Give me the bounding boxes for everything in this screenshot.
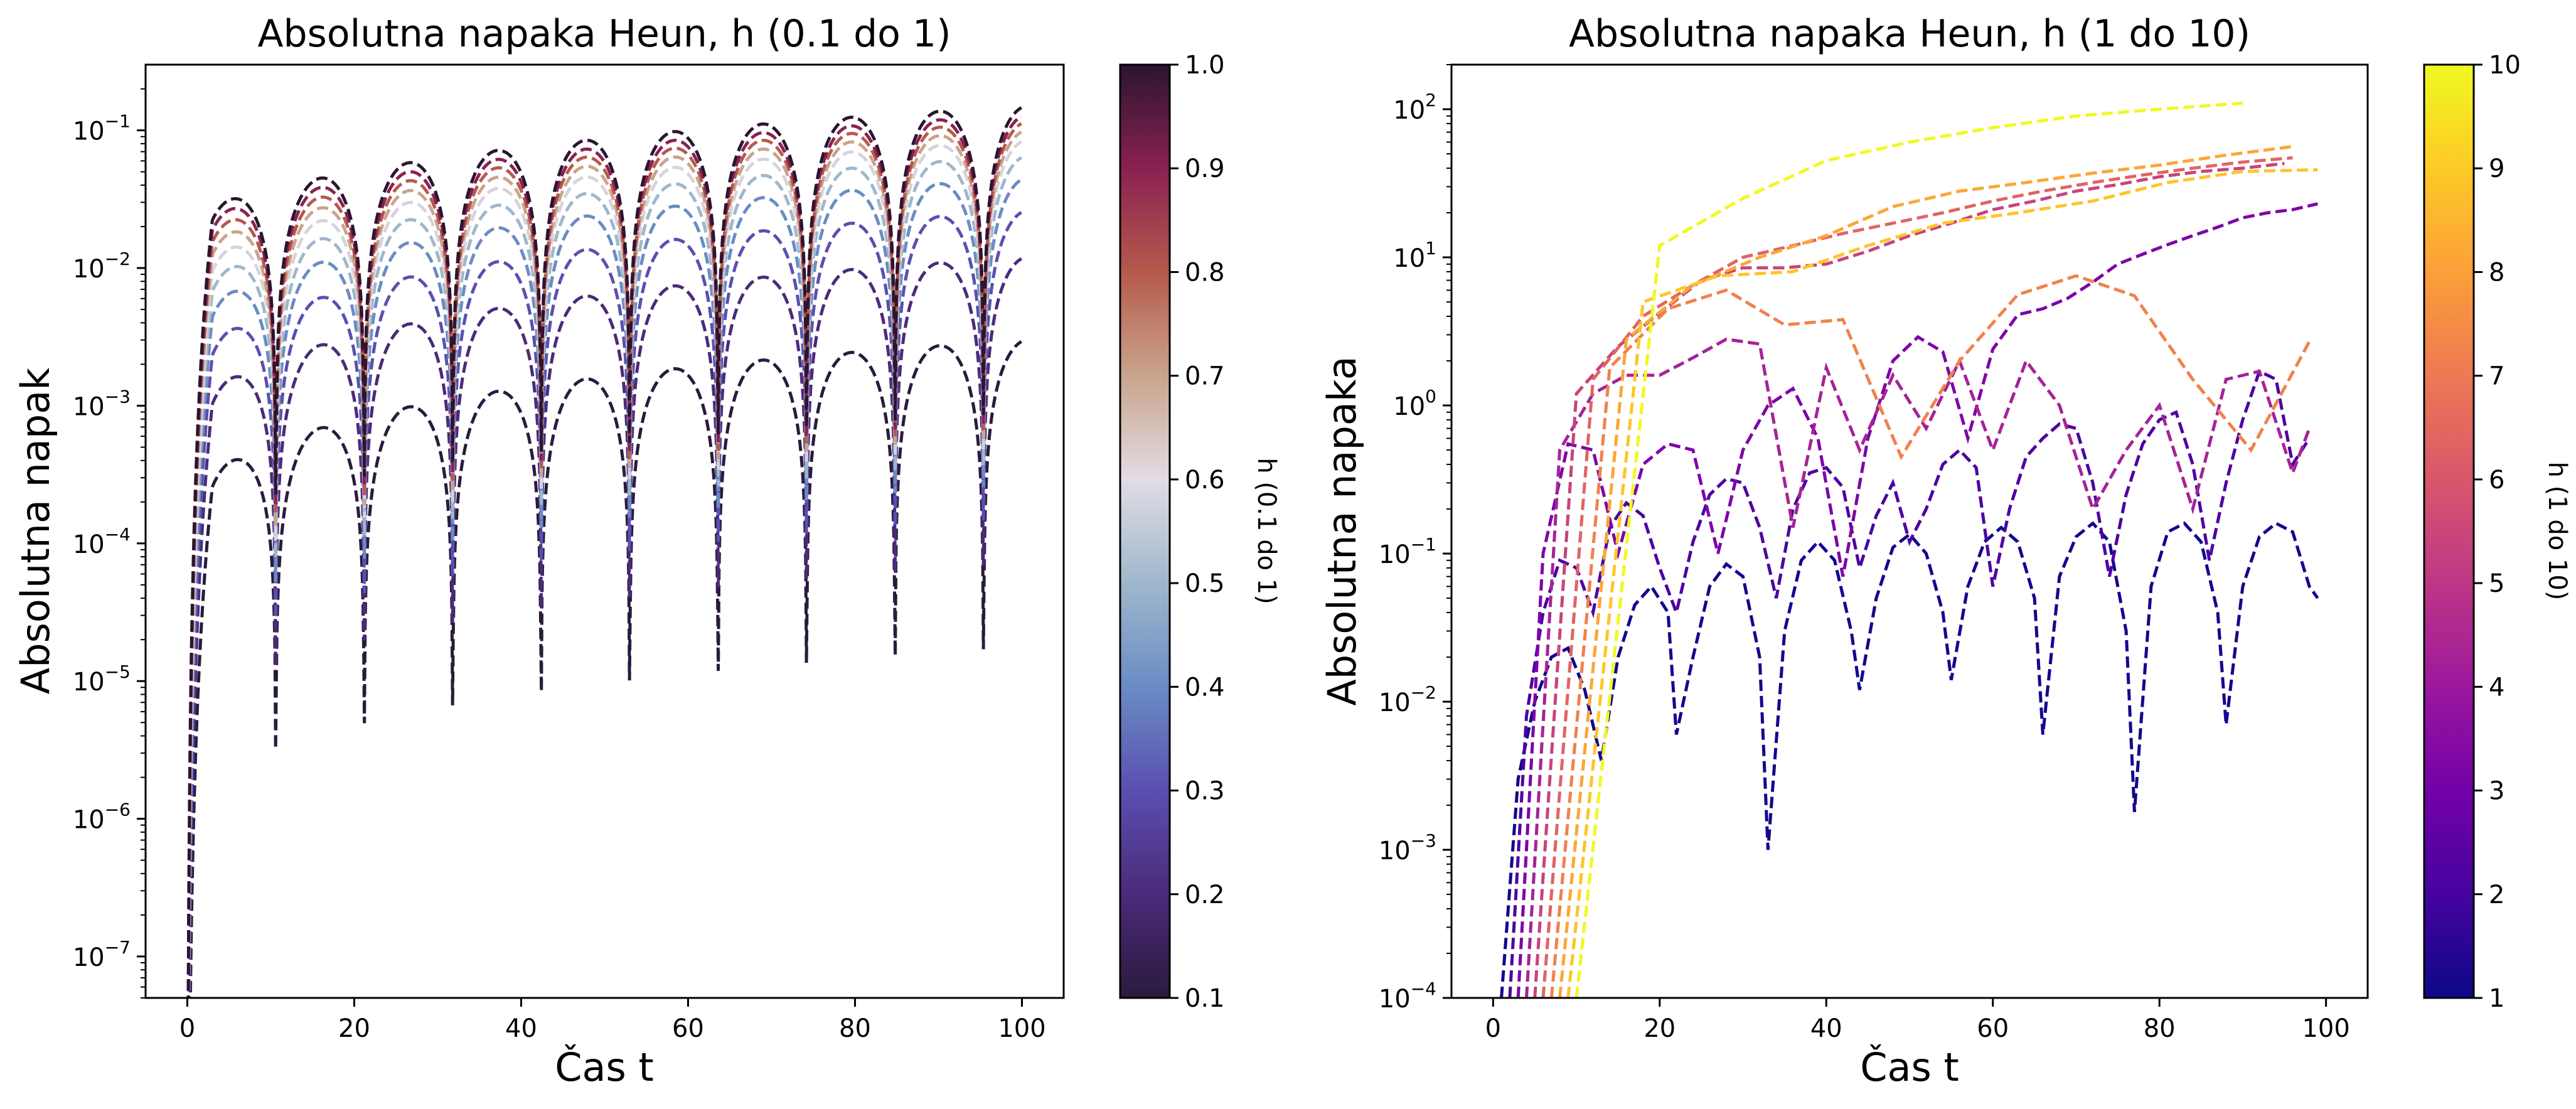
chart-left: Absolutna napaka Heun, h (0.1 do 1) 0 20 4… (13, 12, 1281, 1090)
chart-left-y-ticks: 10−7 10−6 10−5 10−4 10−3 10−2 10−1 (73, 88, 146, 999)
colorbar-tick-label: 8 (2489, 258, 2504, 287)
x-tick-label: 60 (672, 1014, 704, 1043)
y-tick-label: 10−1 (73, 111, 131, 146)
colorbar-tick-label: 0.2 (1185, 881, 1225, 909)
x-tick-label: 60 (1977, 1014, 2009, 1043)
colorbar-tick-label: 7 (2489, 362, 2504, 391)
series-line-h-4 (1525, 337, 2311, 998)
series-line-h-0.2 (188, 257, 1022, 998)
colorbar-tick-label: 3 (2489, 777, 2504, 806)
x-tick-label: 80 (2144, 1014, 2176, 1043)
chart-right-colorbar: 1 2 3 4 5 6 7 8 9 10 h (1 do 10) (2423, 51, 2572, 1013)
colorbar-tick-label: 1.0 (1185, 51, 1225, 80)
series-line-h-10 (1574, 101, 2243, 998)
series-line-h-9 (1566, 168, 2318, 998)
x-tick-label: 0 (179, 1014, 195, 1043)
chart-right-ylabel: Absolutna napaka (1319, 356, 1365, 705)
chart-left-colorbar: 0.1 0.2 0.3 0.4 0.5 0.6 0.7 0.8 0.9 1.0 h (0.1 do… (1119, 51, 1281, 1013)
x-tick-label: 20 (338, 1014, 370, 1043)
chart-left-colorbar-ticks: 0.1 0.2 0.3 0.4 0.5 0.6 0.7 0.8 0.9 1.0 (1170, 51, 1225, 1013)
colorbar-tick-label: 5 (2489, 569, 2504, 598)
series-line-h-0.6 (186, 140, 1023, 998)
y-tick-label: 100 (1393, 386, 1436, 421)
chart-right-title: Absolutna napaka Heun, h (1 do 10) (1569, 12, 2250, 56)
x-tick-label: 80 (839, 1014, 871, 1043)
y-tick-label: 10−3 (73, 386, 131, 421)
chart-left-xlabel: Čas t (555, 1044, 654, 1090)
series-line-h-5 (1533, 162, 2285, 998)
y-tick-label: 10−7 (73, 937, 131, 972)
y-tick-label: 102 (1393, 90, 1436, 125)
colorbar-tick-label: 0.9 (1185, 154, 1225, 183)
x-tick-label: 100 (998, 1014, 1045, 1043)
x-tick-label: 40 (505, 1014, 537, 1043)
series-line-h-6 (1541, 156, 2293, 998)
y-tick-label: 10−1 (1379, 534, 1436, 569)
x-tick-label: 20 (1643, 1014, 1675, 1043)
series-line-h-8 (1558, 145, 2293, 998)
colorbar-tick-label: 0.6 (1185, 466, 1225, 495)
y-tick-label: 10−6 (73, 800, 131, 835)
y-tick-label: 10−2 (1379, 682, 1436, 717)
colorbar-tick-label: 0.5 (1185, 569, 1225, 598)
colorbar-tick-label: 0.8 (1185, 258, 1225, 287)
chart-right-colorbar-ticks: 1 2 3 4 5 6 7 8 9 10 (2474, 51, 2521, 1013)
chart-right-colorbar-label: h (1 do 10) (2543, 462, 2572, 601)
y-tick-label: 10−4 (73, 524, 131, 559)
y-tick-label: 10−4 (1379, 978, 1436, 1014)
x-tick-label: 100 (2302, 1014, 2349, 1043)
chart-right-colorbar-gradient (2423, 63, 2475, 999)
y-tick-label: 101 (1393, 238, 1436, 273)
x-tick-label: 40 (1810, 1014, 1842, 1043)
colorbar-tick-label: 0.3 (1185, 777, 1225, 806)
series-line-h-0.1 (188, 340, 1022, 998)
chart-right-x-ticks: 0 20 40 60 80 100 (1485, 998, 2350, 1043)
colorbar-tick-label: 4 (2489, 673, 2504, 702)
colorbar-tick-label: 2 (2489, 881, 2504, 909)
y-tick-label: 10−5 (73, 662, 131, 697)
chart-left-colorbar-gradient (1119, 63, 1171, 999)
series-line-h-1 (186, 106, 1022, 998)
x-tick-label: 0 (1485, 1014, 1501, 1043)
chart-right-xlabel: Čas t (1860, 1044, 1959, 1090)
chart-left-lines (186, 106, 1023, 998)
chart-left-colorbar-label: h (0.1 do 1) (1252, 458, 1281, 604)
chart-right-lines (1500, 101, 2319, 998)
colorbar-tick-label: 6 (2489, 466, 2504, 495)
chart-right: Absolutna napaka Heun, h (1 do 10) 0 20 40… (1319, 12, 2572, 1090)
series-line-h-1 (1500, 521, 2319, 998)
series-line-h-0.3 (187, 211, 1022, 998)
chart-left-title: Absolutna napaka Heun, h (0.1 do 1) (257, 12, 951, 56)
colorbar-tick-label: 0.4 (1185, 673, 1225, 702)
chart-right-y-ticks: 10−4 10−3 10−2 10−1 100 101 102 (1379, 64, 1451, 1014)
series-line-h-2 (1508, 369, 2311, 998)
colorbar-tick-label: 9 (2489, 154, 2504, 183)
series-line-h-3 (1516, 202, 2318, 998)
series-line-h-0.7 (186, 131, 1022, 998)
series-line-h-0.4 (187, 178, 1023, 998)
series-line-h-0.5 (186, 156, 1022, 998)
colorbar-tick-label: 10 (2489, 51, 2521, 80)
y-tick-label: 10−3 (1379, 830, 1436, 865)
series-line-h-0.9 (186, 115, 1022, 998)
chart-left-ylabel: Absolutna napak (13, 368, 58, 694)
series-line-h-7 (1549, 274, 2311, 998)
colorbar-tick-label: 0.7 (1185, 362, 1225, 391)
chart-left-x-ticks: 0 20 40 60 80 100 (179, 998, 1046, 1043)
colorbar-tick-label: 1 (2489, 984, 2504, 1013)
y-tick-label: 10−2 (73, 249, 131, 284)
colorbar-tick-label: 0.1 (1185, 984, 1225, 1013)
chart-left-axes-frame (144, 63, 1065, 999)
chart-right-axes-frame (1450, 63, 2369, 999)
